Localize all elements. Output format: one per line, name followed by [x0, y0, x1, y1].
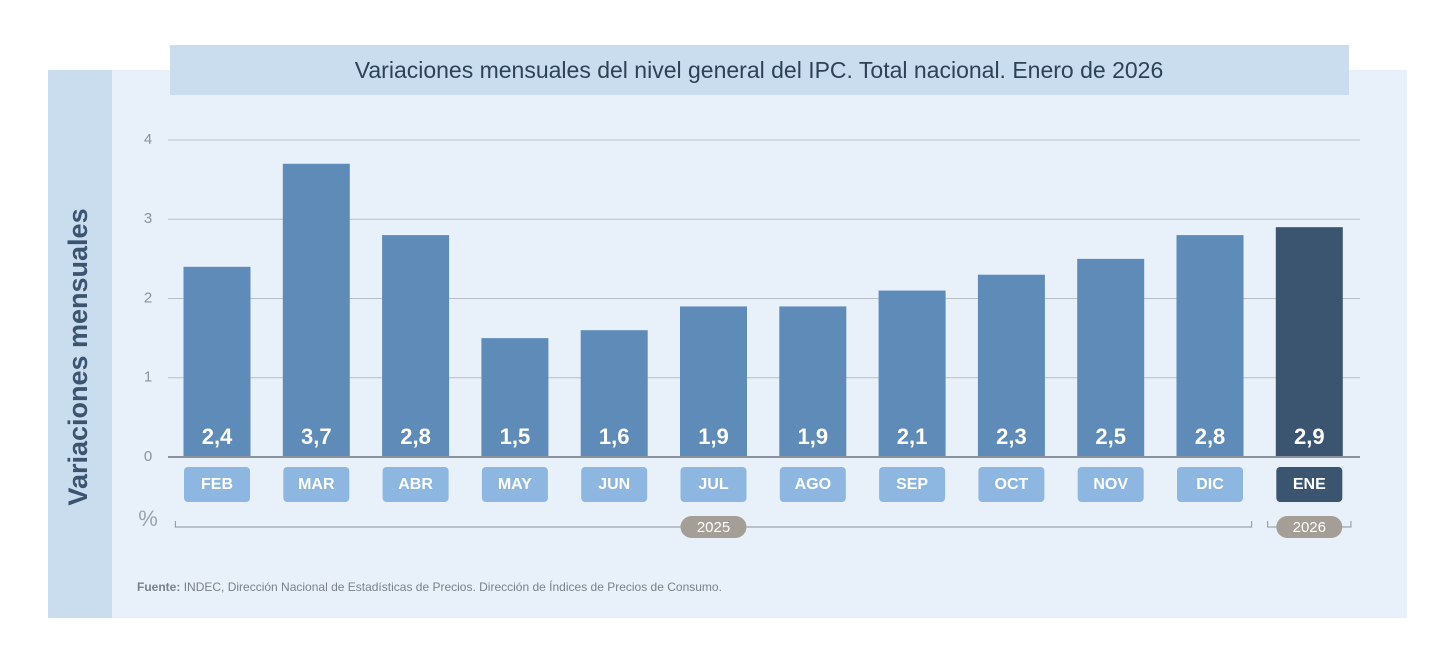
category-box — [779, 467, 846, 502]
y-tick-label: 0 — [144, 448, 152, 465]
x-tick-label: NOV — [1093, 476, 1128, 493]
value-label: 2,8 — [1195, 424, 1226, 449]
source-label: Fuente: — [137, 580, 180, 594]
x-tick-label: DIC — [1196, 476, 1224, 493]
source: Fuente: INDEC, Dirección Nacional de Est… — [137, 579, 722, 594]
category-box — [382, 467, 449, 502]
value-label: 2,3 — [996, 424, 1027, 449]
value-label: 1,6 — [599, 424, 630, 449]
bar — [977, 274, 1045, 457]
group-label: 2025 — [697, 519, 730, 536]
value-label: 1,5 — [500, 424, 531, 449]
chart-title: Variaciones mensuales del nivel general … — [355, 57, 1164, 83]
category-box — [978, 467, 1045, 502]
category-box — [1177, 467, 1243, 502]
x-tick-label: ABR — [398, 476, 433, 493]
bar — [1176, 235, 1244, 457]
bar — [282, 163, 350, 457]
category-box — [283, 467, 350, 502]
category-box — [879, 467, 946, 502]
value-label: 1,9 — [798, 424, 829, 449]
value-label: 3,7 — [301, 424, 332, 449]
bar — [382, 235, 450, 457]
x-tick-label: JUL — [698, 476, 728, 493]
y-axis-label: Variaciones mensuales — [63, 208, 93, 505]
y-tick-label: 4 — [144, 131, 152, 148]
bar — [878, 290, 946, 457]
value-label: 2,5 — [1095, 424, 1126, 449]
bar — [580, 330, 648, 457]
group-label: 2026 — [1293, 519, 1326, 536]
source-text: INDEC, Dirección Nacional de Estadística… — [184, 579, 722, 594]
value-label: 1,9 — [698, 424, 729, 449]
bar — [1077, 258, 1145, 457]
x-tick-label: ENE — [1293, 476, 1326, 493]
group-pill — [680, 516, 747, 538]
category-box — [581, 467, 648, 502]
x-tick-label: MAR — [298, 476, 335, 493]
title-box — [170, 45, 1349, 95]
category-box — [1077, 467, 1144, 502]
side-stripe — [48, 70, 112, 618]
bar — [779, 306, 847, 457]
x-tick-label: SEP — [896, 476, 928, 493]
x-tick-label: JUN — [598, 476, 630, 493]
category-box — [184, 467, 250, 502]
x-tick-label: OCT — [995, 476, 1029, 493]
group-pill — [1276, 516, 1343, 538]
value-label: 2,9 — [1294, 424, 1325, 449]
unit-label: % — [138, 506, 158, 531]
x-tick-label: AGO — [795, 476, 831, 493]
category-box — [680, 467, 747, 502]
category-box — [1276, 467, 1343, 502]
x-tick-label: FEB — [201, 476, 233, 493]
y-tick-label: 2 — [144, 289, 152, 306]
y-tick-label: 3 — [144, 210, 152, 227]
value-label: 2,4 — [202, 424, 233, 449]
bar — [680, 306, 747, 457]
bar — [481, 338, 549, 457]
value-label: 2,1 — [897, 424, 928, 449]
x-tick-label: MAY — [498, 476, 532, 493]
bar — [1275, 227, 1343, 457]
y-tick-label: 1 — [144, 369, 152, 386]
category-box — [481, 467, 548, 502]
value-label: 2,8 — [400, 424, 431, 449]
bar — [183, 266, 251, 457]
